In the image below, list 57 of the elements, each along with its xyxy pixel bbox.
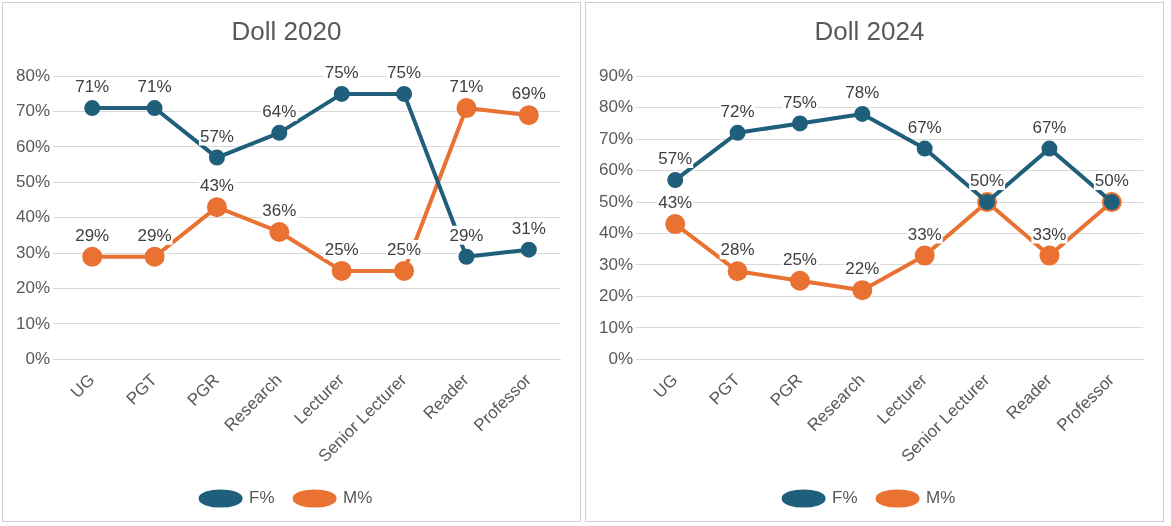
- data-label: 71%: [449, 77, 484, 97]
- y-tick-label: 70%: [598, 128, 634, 148]
- data-label: 75%: [387, 63, 422, 83]
- y-tick-label: 80%: [15, 65, 51, 85]
- y-tick-label: 10%: [15, 313, 51, 333]
- data-label: 69%: [511, 84, 546, 104]
- y-tick-label: 60%: [598, 160, 634, 180]
- data-label: 33%: [1032, 224, 1067, 244]
- data-label: 28%: [720, 240, 755, 260]
- data-label: 29%: [137, 225, 172, 245]
- y-tick-label: 20%: [598, 286, 634, 306]
- data-label: 31%: [511, 218, 546, 238]
- data-label: 64%: [262, 102, 297, 122]
- legend-label: F%: [249, 488, 275, 508]
- legend-label: M%: [343, 488, 373, 508]
- data-label: 50%: [970, 171, 1005, 191]
- data-label: 71%: [75, 77, 110, 97]
- legend-label: F%: [832, 488, 858, 508]
- data-label: 71%: [137, 77, 172, 97]
- y-tick-label: 70%: [15, 101, 51, 121]
- y-tick-label: 30%: [598, 254, 634, 274]
- data-label: 25%: [324, 240, 359, 260]
- y-tick-label: 0%: [608, 349, 634, 369]
- data-label: 25%: [782, 249, 817, 269]
- data-label: 78%: [845, 83, 880, 103]
- y-tick-label: 60%: [15, 136, 51, 156]
- data-label: 75%: [324, 63, 359, 83]
- y-tick-label: 10%: [598, 317, 634, 337]
- data-label: 43%: [199, 176, 234, 196]
- y-tick-label: 40%: [15, 207, 51, 227]
- y-tick-label: 80%: [598, 97, 634, 117]
- y-tick-label: 30%: [15, 242, 51, 262]
- y-tick-label: 40%: [598, 223, 634, 243]
- y-tick-label: 50%: [598, 191, 634, 211]
- data-label: 33%: [907, 224, 942, 244]
- data-label: 72%: [720, 102, 755, 122]
- data-label: 67%: [1032, 117, 1067, 137]
- chart-title: Doll 2020: [231, 15, 342, 46]
- x-tick-label: UG: [649, 370, 682, 402]
- x-tick-label: UG: [66, 370, 99, 402]
- data-label: 36%: [262, 201, 297, 221]
- data-label: 25%: [387, 240, 422, 260]
- data-label: 50%: [1094, 171, 1129, 191]
- data-label: 57%: [658, 149, 693, 169]
- y-tick-label: 90%: [598, 65, 634, 85]
- legend-label: M%: [926, 488, 956, 508]
- chart-title: Doll 2024: [814, 15, 925, 46]
- data-label: 29%: [449, 225, 484, 245]
- data-label: 67%: [907, 117, 942, 137]
- data-label: 29%: [75, 225, 110, 245]
- data-label: 43%: [658, 193, 693, 213]
- y-tick-label: 50%: [15, 172, 51, 192]
- data-label: 57%: [199, 126, 234, 146]
- data-label: 75%: [782, 92, 817, 112]
- data-label: 22%: [845, 259, 880, 279]
- y-tick-label: 0%: [25, 349, 51, 369]
- y-tick-label: 20%: [15, 278, 51, 298]
